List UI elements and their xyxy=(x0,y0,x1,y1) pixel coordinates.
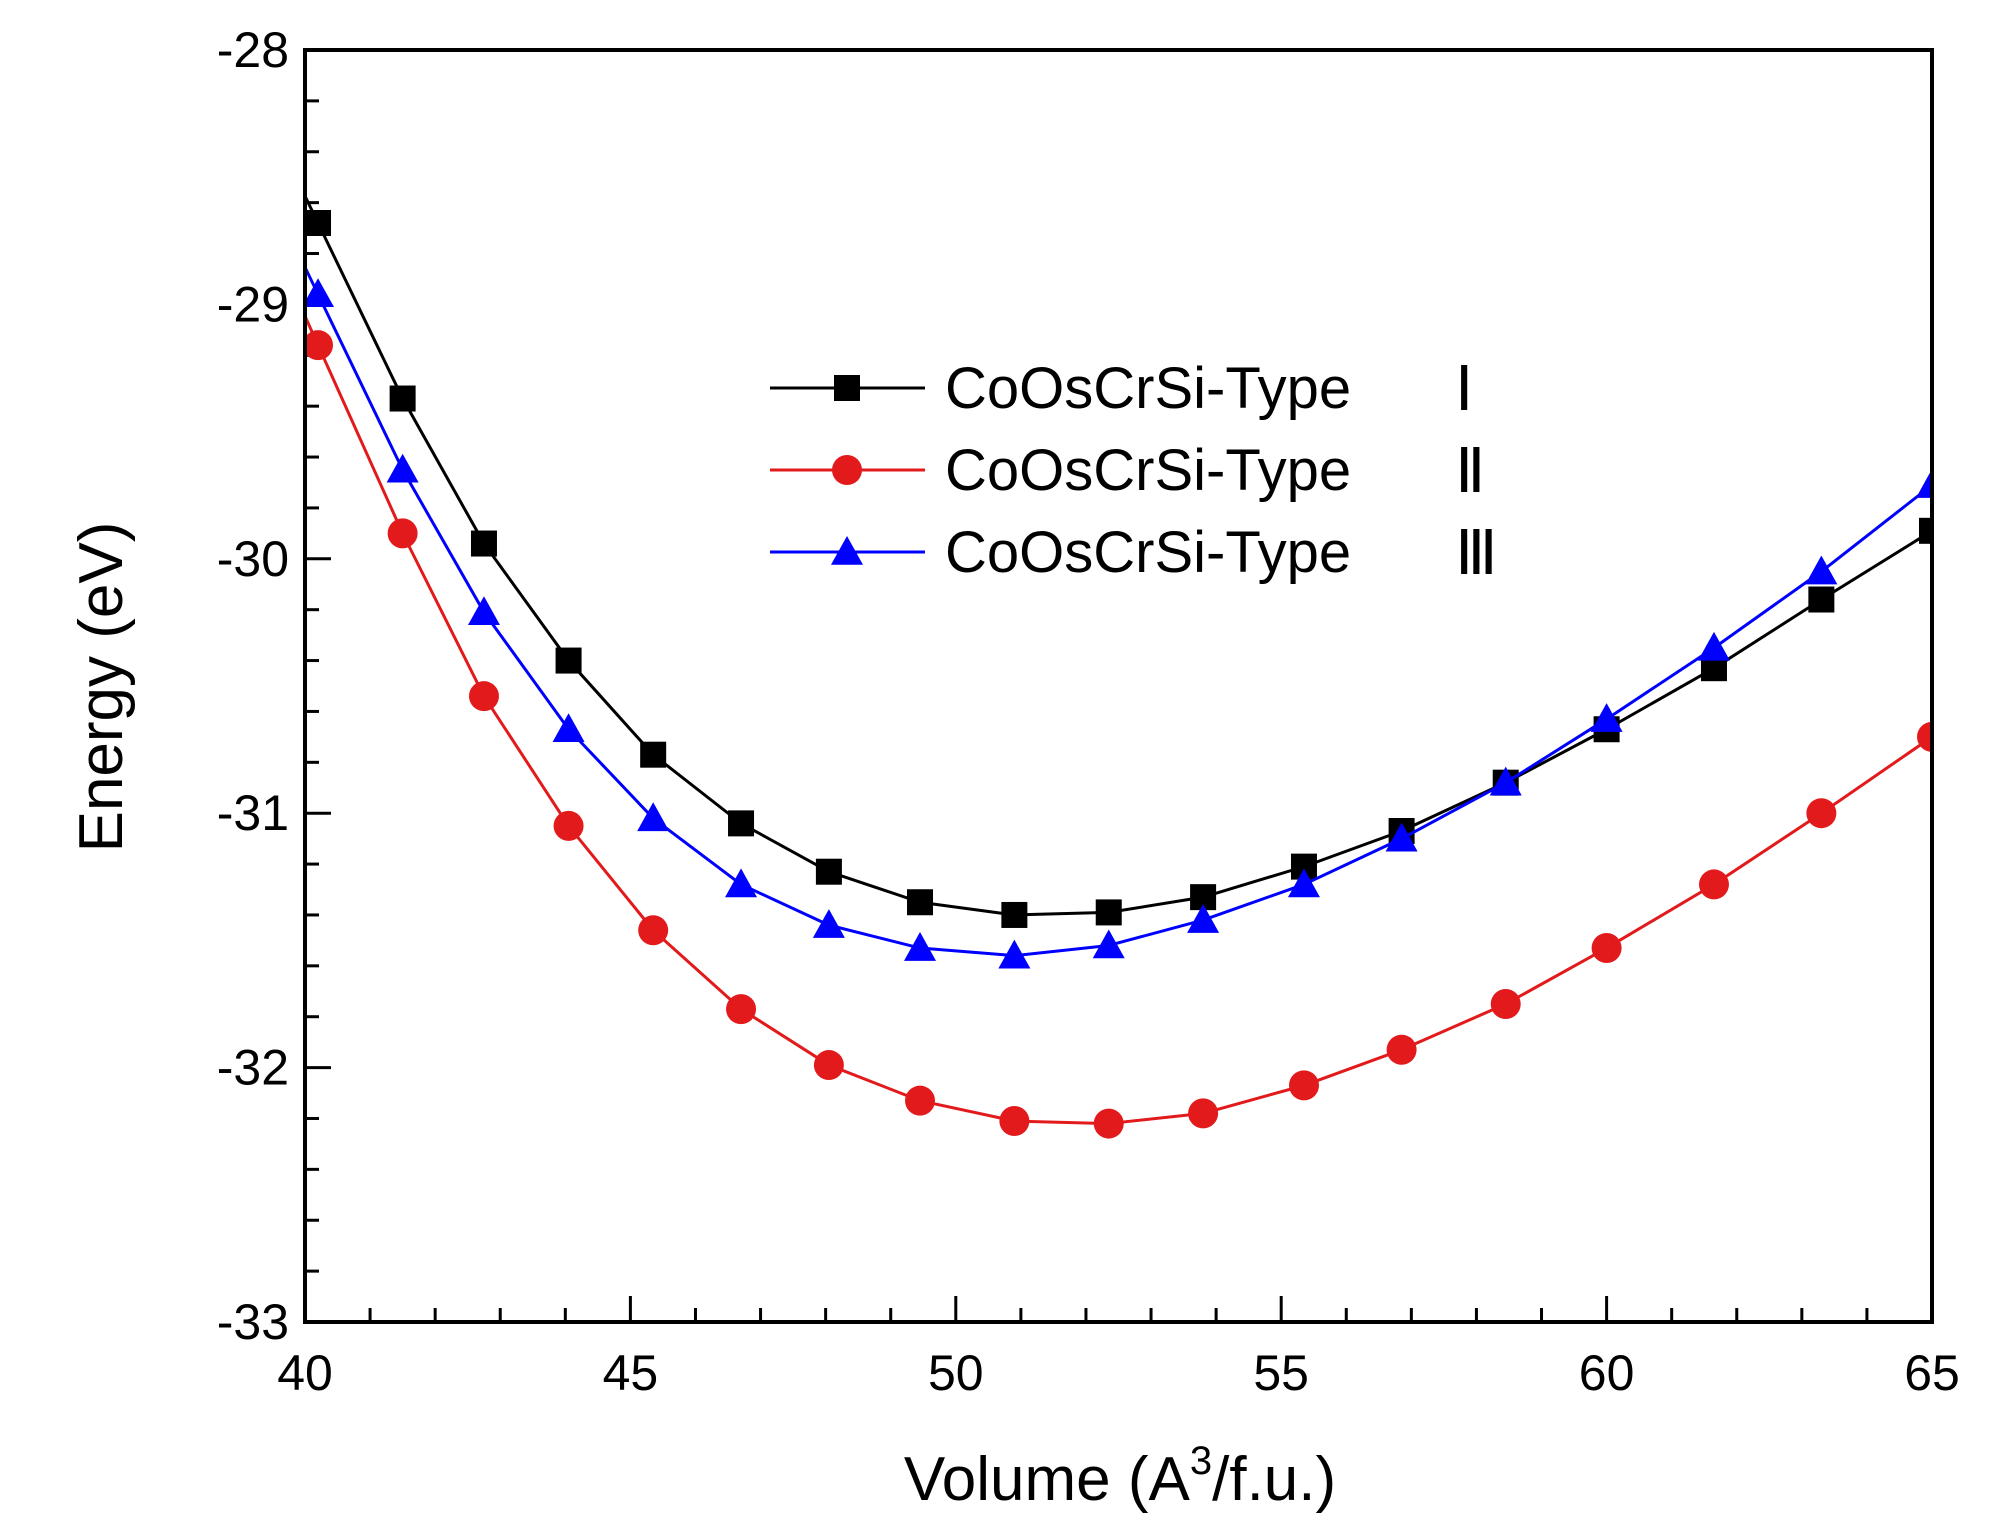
circle-marker xyxy=(305,330,334,361)
square-marker xyxy=(640,741,667,768)
triangle-marker xyxy=(552,713,585,743)
x-tick-label: 60 xyxy=(1579,1345,1635,1401)
x-tick-label: 50 xyxy=(928,1345,984,1401)
square-marker xyxy=(1095,899,1122,926)
legend-label: CoOsCrSi-Type xyxy=(945,356,1351,421)
circle-marker xyxy=(638,915,669,946)
triangle-marker xyxy=(1489,766,1522,796)
square-marker xyxy=(555,647,582,674)
legend-roman-numeral: Ⅲ xyxy=(1455,520,1498,588)
triangle-marker xyxy=(1590,703,1623,732)
y-axis-title: Energy (eV) xyxy=(67,522,136,853)
x-axis-title-end: /f.u.) xyxy=(1212,1445,1336,1514)
square-marker xyxy=(907,889,934,916)
triangle-marker xyxy=(467,596,500,626)
y-tick-label: -33 xyxy=(217,1294,289,1350)
legend-roman-numeral: Ⅰ xyxy=(1455,356,1473,424)
square-marker xyxy=(1808,586,1835,613)
square-marker xyxy=(305,209,332,236)
circle-marker xyxy=(1490,989,1521,1019)
x-axis-title-main: Volume (A xyxy=(904,1445,1191,1514)
legend-label: CoOsCrSi-Type xyxy=(945,438,1351,503)
triangle-marker xyxy=(1092,929,1125,959)
y-tick-label: -29 xyxy=(217,276,289,332)
legend-label: CoOsCrSi-Type xyxy=(945,520,1351,585)
legend-item-type-2: CoOsCrSi-Type Ⅱ xyxy=(770,438,1486,506)
circle-marker xyxy=(1806,798,1837,829)
triangle-marker xyxy=(904,932,937,961)
square-marker xyxy=(470,530,497,557)
triangle-marker xyxy=(725,868,758,898)
legend-triangle-marker xyxy=(831,536,863,565)
triangle-marker xyxy=(1805,555,1838,585)
y-tick-label: -30 xyxy=(217,531,289,587)
circle-marker xyxy=(387,518,418,549)
triangle-marker xyxy=(386,453,419,483)
x-axis-title-sup: 3 xyxy=(1190,1439,1212,1483)
x-tick-label: 40 xyxy=(277,1345,333,1401)
circle-marker xyxy=(726,994,757,1025)
square-marker xyxy=(815,858,842,885)
triangle-marker xyxy=(812,909,845,938)
legend-roman-numeral: Ⅱ xyxy=(1455,438,1486,506)
circle-marker xyxy=(999,1106,1030,1137)
triangle-marker xyxy=(1697,631,1730,661)
y-tick-label: -28 xyxy=(217,22,289,78)
circle-marker xyxy=(1288,1070,1319,1101)
x-tick-label: 65 xyxy=(1904,1345,1960,1401)
triangle-marker xyxy=(998,939,1031,969)
triangle-marker xyxy=(305,278,335,308)
square-marker xyxy=(1919,517,1932,544)
circle-marker xyxy=(553,810,584,841)
tick-labels: 40 45 50 55 60 65 -33 -32 -31 -30 -29 -28 xyxy=(217,22,1960,1401)
x-axis-title: Volume (A3/f.u.) xyxy=(904,1439,1336,1514)
legend-circle-marker xyxy=(832,455,862,485)
series-type-3 xyxy=(305,266,1932,969)
y-tick-label: -31 xyxy=(217,785,289,841)
legend-item-type-1: CoOsCrSi-Type Ⅰ xyxy=(770,356,1473,424)
circle-marker xyxy=(1188,1098,1219,1129)
y-tick-label: -32 xyxy=(217,1040,289,1096)
circle-marker xyxy=(1093,1108,1124,1139)
series-layer xyxy=(305,195,1932,1139)
triangle-marker xyxy=(1916,469,1932,498)
circle-marker xyxy=(1917,721,1932,752)
legend-item-type-3: CoOsCrSi-Type Ⅲ xyxy=(770,520,1498,588)
x-tick-label: 55 xyxy=(1253,1345,1309,1401)
circle-marker xyxy=(905,1085,936,1116)
square-marker xyxy=(389,385,416,412)
square-marker xyxy=(728,810,755,837)
circle-marker xyxy=(1591,933,1622,964)
series-type-2 xyxy=(305,315,1932,1139)
circle-marker xyxy=(813,1050,844,1081)
legend-square-marker xyxy=(834,375,860,401)
plot-frame xyxy=(303,48,1934,1324)
circle-marker xyxy=(1698,869,1729,900)
triangle-marker xyxy=(1287,868,1320,898)
triangle-marker xyxy=(637,802,670,832)
x-tick-label: 45 xyxy=(603,1345,659,1401)
circle-marker xyxy=(1386,1034,1417,1065)
triangle-marker xyxy=(1385,822,1418,852)
circle-marker xyxy=(468,681,499,712)
square-marker xyxy=(1001,901,1028,928)
triangle-marker xyxy=(1187,904,1220,933)
